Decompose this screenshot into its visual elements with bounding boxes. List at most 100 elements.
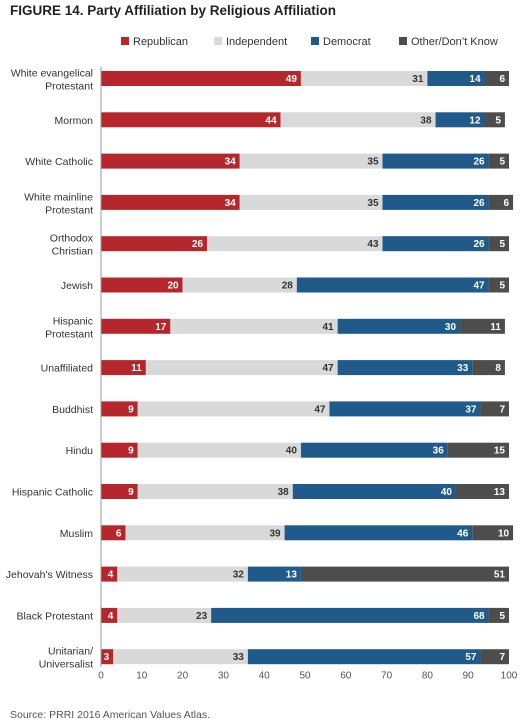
category-label: Mormon [54, 115, 93, 127]
value-label-republican: 17 [155, 322, 167, 333]
x-tick-label: 70 [381, 671, 393, 682]
value-label-republican: 4 [108, 611, 114, 622]
x-tick-label: 20 [177, 671, 189, 682]
category-label: Unitarian/Universalist [39, 646, 93, 671]
bar-republican [101, 525, 126, 541]
bar-independent [137, 484, 293, 499]
bar-row-jewish: Jewish 20 28 47 5 [61, 277, 509, 293]
x-tick-label: 100 [501, 671, 518, 682]
category-label: Muslim [60, 528, 94, 540]
category-label: White Catholic [25, 156, 93, 168]
bar-other-don-t-know [488, 607, 509, 623]
bar-democrat [382, 153, 489, 169]
value-label-democrat: 14 [469, 74, 481, 85]
legend-swatch-other-don-t-know [399, 37, 407, 45]
bar-republican [101, 153, 240, 169]
value-label-democrat: 68 [473, 611, 485, 622]
bar-independent [137, 442, 301, 458]
bar-independent [182, 277, 297, 293]
bar-independent [239, 194, 383, 210]
value-label-republican: 34 [225, 157, 237, 168]
bar-other-don-t-know [488, 194, 514, 210]
bar-other-don-t-know [484, 71, 509, 86]
value-label-independent: 35 [367, 198, 379, 209]
bar-other-don-t-know [488, 153, 509, 169]
bar-republican [101, 442, 138, 458]
bar-republican [101, 607, 118, 623]
bar-democrat [211, 607, 489, 623]
value-label-democrat: 57 [465, 652, 477, 663]
value-label-republican: 3 [104, 652, 110, 663]
x-tick-label: 0 [98, 671, 104, 682]
bar-other-don-t-know [472, 360, 505, 376]
value-label-other-don-t-know: 8 [495, 363, 501, 374]
category-label: Orthodox Christian [50, 233, 94, 258]
bar-republican [101, 194, 240, 210]
value-label-other-don-t-know: 51 [494, 570, 506, 581]
value-label-democrat: 37 [465, 404, 477, 415]
bar-democrat [435, 112, 485, 128]
bar-row-hispanic-catholic: Hispanic Catholic 9 38 40 13 [12, 484, 509, 499]
bar-democrat [300, 442, 448, 458]
bar-independent [117, 607, 212, 623]
value-label-republican: 9 [128, 404, 134, 415]
value-label-democrat: 33 [457, 363, 469, 374]
value-label-republican: 44 [265, 115, 277, 126]
bar-row-white-mainline-protestant: White mainline Protestant 34 35 26 6 [24, 191, 514, 216]
x-tick-label: 80 [422, 671, 434, 682]
bar-other-don-t-know [480, 401, 509, 417]
bar-republican [101, 112, 281, 128]
bar-democrat [296, 277, 489, 293]
bar-republican [101, 318, 171, 334]
source-note: Source: PRRI 2016 American Values Atlas. [10, 709, 210, 721]
bar-democrat [382, 236, 489, 252]
value-label-independent: 32 [233, 570, 245, 581]
value-label-republican: 9 [128, 487, 134, 498]
value-label-other-don-t-know: 5 [499, 239, 505, 250]
legend-swatch-democrat [311, 37, 319, 45]
bar-republican [101, 401, 138, 417]
value-label-democrat: 26 [473, 157, 485, 168]
legend: Republican Independent Democrat Other/Don’t… [121, 36, 498, 48]
bar-independent [280, 112, 436, 128]
category-label: Hindu [66, 445, 94, 457]
value-label-independent: 33 [233, 652, 245, 663]
value-label-other-don-t-know: 7 [499, 652, 505, 663]
bar-row-hindu: Hindu 9 40 36 15 [66, 442, 509, 458]
bar-row-buddhist: Buddhist 9 47 37 7 [52, 401, 509, 417]
bar-republican [101, 71, 301, 86]
x-tick-label: 40 [259, 671, 271, 682]
bar-other-don-t-know [488, 277, 509, 293]
bar-other-don-t-know [447, 442, 509, 458]
value-label-democrat: 13 [286, 570, 298, 581]
bar-independent [137, 401, 330, 417]
bar-republican [101, 236, 208, 252]
x-tick-label: 50 [299, 671, 311, 682]
x-tick-label: 10 [136, 671, 148, 682]
bar-other-don-t-know [455, 484, 509, 499]
value-label-other-don-t-know: 5 [499, 281, 505, 292]
value-label-republican: 4 [108, 570, 114, 581]
bar-row-white-evangelical-protestant: White evangelical Protestant 49 31 14 6 [11, 68, 509, 93]
bar-row-unaffiliated: Unaffiliated 11 47 33 8 [41, 360, 505, 376]
value-label-other-don-t-know: 11 [490, 322, 501, 333]
bar-row-mormon: Mormon 44 38 12 5 [54, 112, 505, 128]
value-label-other-don-t-know: 5 [499, 157, 505, 168]
value-label-democrat: 36 [433, 446, 445, 457]
bar-independent [113, 649, 248, 665]
value-label-other-don-t-know: 6 [504, 198, 510, 209]
bar-republican [101, 277, 183, 293]
value-label-democrat: 26 [473, 239, 485, 250]
category-label: Unaffiliated [41, 363, 94, 375]
category-label: Hispanic Protestant [45, 315, 93, 340]
bar-other-don-t-know [488, 236, 509, 252]
value-label-republican: 9 [128, 446, 134, 457]
value-label-republican: 20 [167, 281, 179, 292]
value-label-republican: 26 [192, 239, 204, 250]
bar-other-don-t-know [300, 566, 509, 582]
x-axis: 0 10 20 30 40 50 60 70 80 90 100 [98, 66, 518, 682]
category-label: White mainline Protestant [24, 191, 93, 216]
